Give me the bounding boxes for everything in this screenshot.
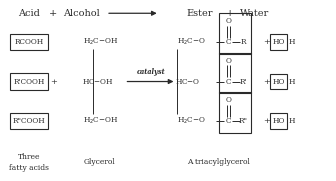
Bar xyxy=(270,113,287,129)
Text: O: O xyxy=(225,57,231,65)
Text: Alcohol: Alcohol xyxy=(62,9,99,18)
Text: +: + xyxy=(50,77,57,85)
Text: R: R xyxy=(241,38,246,46)
Text: H$_2$C$-$OH: H$_2$C$-$OH xyxy=(83,116,119,126)
Text: R': R' xyxy=(240,77,247,85)
Text: HO: HO xyxy=(272,117,285,125)
Text: H$_2$C$-$OH: H$_2$C$-$OH xyxy=(83,37,119,47)
Text: R"COOH: R"COOH xyxy=(13,117,45,125)
Bar xyxy=(270,34,287,50)
Bar xyxy=(270,74,287,89)
Text: Three: Three xyxy=(18,153,40,161)
Text: catalyst: catalyst xyxy=(137,68,166,76)
Text: HC$-$OH: HC$-$OH xyxy=(82,77,114,86)
Text: Glycerol: Glycerol xyxy=(84,158,115,166)
Text: HO: HO xyxy=(272,38,285,46)
Text: Acid: Acid xyxy=(18,9,40,18)
Bar xyxy=(10,73,48,90)
Text: R'COOH: R'COOH xyxy=(13,77,45,85)
Text: H: H xyxy=(289,117,295,125)
Text: +: + xyxy=(263,117,270,125)
Bar xyxy=(10,34,48,50)
Text: O: O xyxy=(225,17,231,25)
Bar xyxy=(219,53,251,93)
Text: Water: Water xyxy=(240,9,269,18)
Bar xyxy=(219,92,251,133)
Text: RCOOH: RCOOH xyxy=(14,38,44,46)
Text: +: + xyxy=(48,9,57,18)
Text: H$_2$C$-$O: H$_2$C$-$O xyxy=(177,37,206,47)
Text: H$_2$C$-$O: H$_2$C$-$O xyxy=(177,116,206,126)
Text: +: + xyxy=(263,77,270,85)
Text: C: C xyxy=(225,38,231,46)
Text: H: H xyxy=(289,38,295,46)
Text: +: + xyxy=(263,38,270,46)
Text: HO: HO xyxy=(272,77,285,85)
Text: Ester: Ester xyxy=(186,9,213,18)
Text: R": R" xyxy=(239,117,248,125)
Bar xyxy=(219,13,251,54)
Text: O: O xyxy=(225,96,231,104)
Bar xyxy=(10,113,48,129)
Text: +: + xyxy=(226,9,234,18)
Text: A triacylglycerol: A triacylglycerol xyxy=(187,158,250,166)
Text: C: C xyxy=(225,117,231,125)
Text: fatty acids: fatty acids xyxy=(9,164,49,172)
Text: H: H xyxy=(289,77,295,85)
Text: HC$-$O: HC$-$O xyxy=(175,77,201,86)
Text: C: C xyxy=(225,77,231,85)
